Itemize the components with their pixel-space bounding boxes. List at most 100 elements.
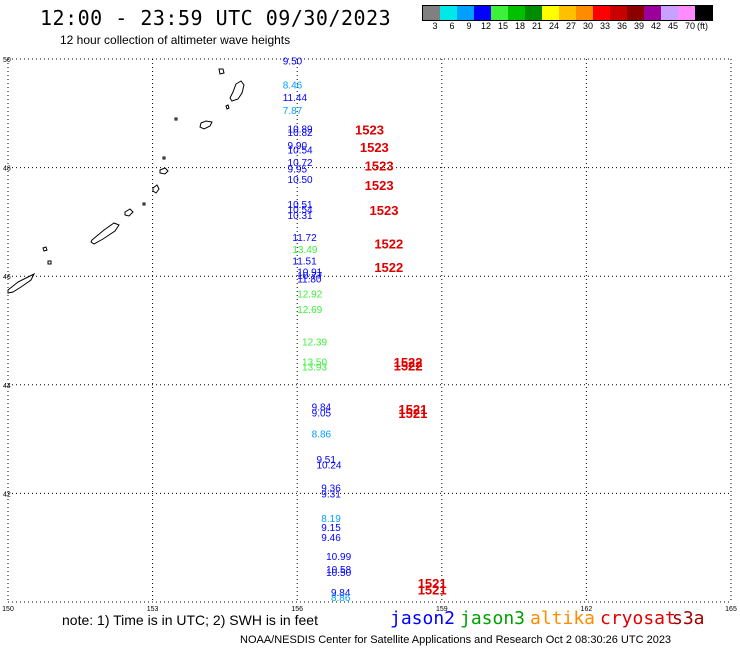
scale-swatch xyxy=(508,6,525,20)
y-tick-label: 42 xyxy=(3,491,11,498)
x-tick-label: 165 xyxy=(725,606,737,613)
island-shape xyxy=(218,68,225,75)
swh-value: 13.49 xyxy=(292,245,317,256)
pass-time-label: 1523 xyxy=(360,140,389,155)
orbit-annotations: 1523152315231523152315221522152215221521… xyxy=(355,123,447,598)
swh-value: 10.77 xyxy=(297,271,322,282)
swh-value: 12.69 xyxy=(297,305,322,316)
swh-value: 10.54 xyxy=(288,205,313,216)
scale-label: 21 xyxy=(532,21,543,31)
x-tick-label: 159 xyxy=(436,606,448,613)
chart-title: 12:00 - 23:59 UTC 09/30/2023 xyxy=(40,6,392,30)
swh-value: 11.51 xyxy=(292,256,317,267)
pass-time-label: 1523 xyxy=(355,123,384,138)
scale-label: 45 xyxy=(668,21,679,31)
scale-swatch xyxy=(644,6,661,20)
y-tick-label: 46 xyxy=(3,274,11,281)
scale-label: 30 xyxy=(583,21,594,31)
chart-subtitle: 12 hour collection of altimeter wave hei… xyxy=(60,33,291,47)
footnote: note: 1) Time is in UTC; 2) SWH is in fe… xyxy=(62,612,318,628)
swh-value: 11.80 xyxy=(297,274,322,285)
scale-swatch xyxy=(423,6,440,20)
credit-line: NOAA/NESDIS Center for Satellite Applica… xyxy=(240,634,672,646)
island-shape xyxy=(225,104,230,110)
legend-item-jason3: jason3 xyxy=(460,608,526,629)
scale-swatch xyxy=(695,6,712,20)
scale-label: 27 xyxy=(566,21,577,31)
grid-lines xyxy=(7,58,732,603)
scale-swatch xyxy=(457,6,474,20)
swh-value: 10.99 xyxy=(326,552,351,563)
scale-label: 6 xyxy=(449,21,455,31)
swh-value: 8.86 xyxy=(312,430,332,441)
swh-value: 9.95 xyxy=(288,165,308,176)
swh-value: 8.46 xyxy=(283,81,303,92)
swh-value: 10.58 xyxy=(326,565,351,576)
scale-label: 70 xyxy=(685,21,696,31)
swh-value: 9.15 xyxy=(321,523,341,534)
pass-time-label: 1522 xyxy=(374,237,403,252)
scale-label: 36 xyxy=(617,21,628,31)
island-shape xyxy=(229,80,245,102)
scale-swatch xyxy=(474,6,491,20)
swh-value: 13.93 xyxy=(302,362,327,373)
island-shape xyxy=(7,272,36,294)
scale-label: (ft) xyxy=(697,21,708,31)
island-shape xyxy=(159,167,169,175)
pass-time-label: 1521 xyxy=(418,583,447,598)
scale-label: 42 xyxy=(651,21,662,31)
swh-value: 10.72 xyxy=(288,158,313,169)
swh-value: 10.51 xyxy=(288,200,313,211)
y-tick-label: 48 xyxy=(3,166,11,173)
scale-swatch xyxy=(491,6,508,20)
swh-value: 8.86 xyxy=(331,593,351,604)
swh-value: 12.92 xyxy=(297,290,322,301)
scale-swatch xyxy=(576,6,593,20)
x-tick-label: 156 xyxy=(291,606,303,613)
swh-value: 10.91 xyxy=(297,267,322,278)
pass-time-label: 1522 xyxy=(394,358,423,373)
legend-item-cryosat: cryosat xyxy=(600,608,676,629)
swh-value: 10.50 xyxy=(288,175,313,186)
y-tick-label: 44 xyxy=(3,383,11,390)
swh-value: 10.31 xyxy=(288,211,313,222)
y-tick-label: 50 xyxy=(3,57,11,64)
scale-swatch xyxy=(559,6,576,20)
pass-time-label: 1521 xyxy=(418,576,447,591)
scale-label: 12 xyxy=(481,21,492,31)
scale-swatch xyxy=(440,6,457,20)
swh-value: 7.87 xyxy=(283,106,303,117)
x-tick-label: 162 xyxy=(581,606,593,613)
pass-time-label: 1523 xyxy=(370,203,399,218)
coastline xyxy=(7,68,245,294)
pass-time-label: 1522 xyxy=(374,260,403,275)
scale-label: 39 xyxy=(634,21,645,31)
pass-time-label: 1522 xyxy=(394,355,423,370)
scale-swatch xyxy=(525,6,542,20)
scale-swatch xyxy=(542,6,559,20)
swh-value: 10.24 xyxy=(316,461,341,472)
swh-value: 9.84 xyxy=(312,403,332,414)
island-shape xyxy=(90,222,120,245)
axis-labels: 150 153 156 159 162 165 42 44 46 48 50 xyxy=(2,57,737,613)
swh-value: 9.05 xyxy=(312,408,332,419)
data-points: 9.508.4611.447.8710.8910.829.9010.5410.7… xyxy=(283,57,352,604)
island-shape xyxy=(152,184,160,194)
scale-label: 3 xyxy=(432,21,438,31)
swh-value: 10.89 xyxy=(288,125,313,136)
swh-value: 13.50 xyxy=(302,357,327,368)
legend-item-s3a: s3a xyxy=(672,608,705,629)
swh-value: 11.72 xyxy=(292,233,317,244)
scale-label: 15 xyxy=(498,21,509,31)
island-shape xyxy=(199,120,213,130)
swh-value: 9.36 xyxy=(321,483,341,494)
scale-swatch xyxy=(610,6,627,20)
scale-swatch xyxy=(593,6,610,20)
island-shape xyxy=(47,260,52,265)
legend-item-altika: altika xyxy=(530,608,596,629)
color-scale-labels: 3 6 9 12 15 18 21 24 27 30 33 36 39 42 45 70 (ft) xyxy=(422,21,740,33)
swh-value: 10.54 xyxy=(288,146,313,157)
color-scale-bar xyxy=(422,5,713,21)
pass-time-label: 1521 xyxy=(398,406,427,421)
